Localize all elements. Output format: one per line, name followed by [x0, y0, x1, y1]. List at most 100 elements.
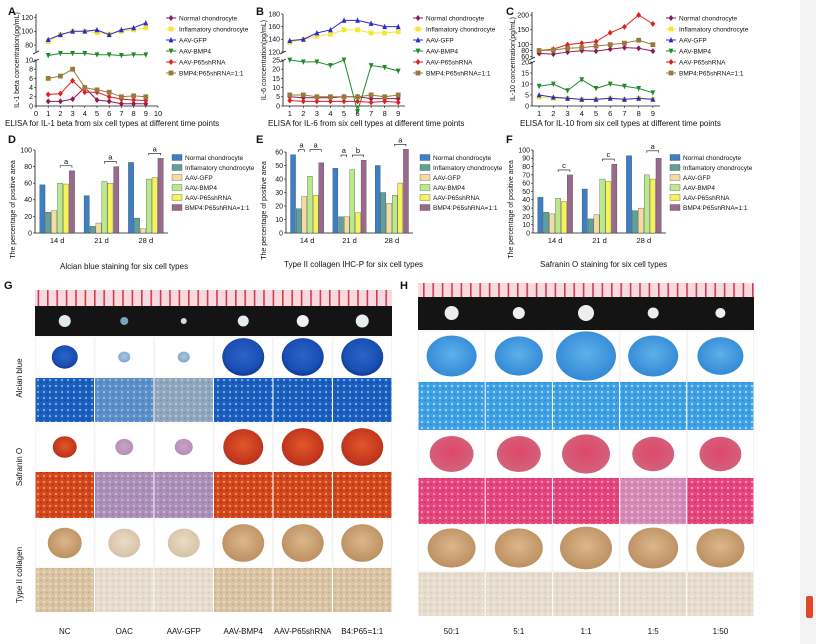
data-point	[287, 92, 293, 98]
micrograph-tile	[418, 572, 485, 616]
data-point	[622, 96, 627, 102]
bar	[140, 228, 146, 234]
legend-swatch	[171, 154, 183, 161]
data-point	[395, 92, 401, 98]
data-point	[565, 95, 570, 101]
y-axis-label: The percentage of positive area	[10, 160, 17, 259]
data-point	[314, 94, 320, 100]
legend-swatch	[669, 184, 681, 191]
cartilage-pellet	[296, 315, 309, 327]
bar	[638, 207, 644, 234]
data-point	[622, 23, 627, 30]
axis-break-mark	[528, 56, 536, 61]
legend-label: AAV-P65shRNA	[426, 59, 473, 66]
bar	[89, 226, 96, 234]
bar	[537, 197, 544, 234]
data-point	[536, 48, 542, 53]
column-label: OAC	[116, 627, 134, 636]
y-tick-label: 100	[517, 42, 529, 49]
x-tick-label: 21 d	[592, 236, 607, 245]
significance-label: a	[342, 146, 347, 155]
x-tick-label: 14 d	[548, 236, 563, 245]
legend: Normal chondrocyte Inflamatory chondrocyt…	[413, 15, 496, 77]
legend-label: AAV-GFP	[683, 175, 711, 182]
stained-pellet	[696, 528, 745, 568]
significance-bracket	[59, 165, 73, 168]
legend: Normal chondrocyte Inflamatory chondrocyt…	[171, 154, 255, 212]
micrograph-tile	[687, 572, 754, 616]
x-tick-label: 28 d	[637, 236, 652, 245]
data-point	[382, 30, 388, 36]
data-point	[106, 89, 112, 95]
x-tick-label: 7	[369, 109, 373, 118]
y-tick-label: 120	[268, 49, 280, 56]
x-tick-label: 4	[580, 109, 584, 118]
data-point	[328, 26, 333, 33]
y-tick-label: 60	[522, 181, 530, 188]
stained-pellet	[556, 331, 616, 381]
stained-pellet	[47, 527, 82, 559]
y-tick-label: 5	[276, 94, 280, 101]
micrograph-tile	[35, 378, 94, 422]
data-point	[579, 45, 585, 51]
micrograph-tile	[154, 472, 213, 518]
data-point	[106, 31, 112, 38]
legend-label: Normal chondrocyte	[426, 15, 485, 22]
data-point	[368, 63, 374, 69]
data-point	[395, 68, 401, 75]
y-tick-label: 40	[275, 176, 283, 183]
data-point	[94, 30, 100, 36]
data-point	[94, 87, 100, 93]
data-point	[650, 90, 656, 96]
panel-label-b: B	[256, 6, 264, 18]
column-label: B4:P65=1:1	[341, 627, 384, 636]
y-tick-label: 60	[521, 54, 529, 61]
column-label: 1:1	[580, 627, 592, 636]
micrograph-tile	[273, 472, 332, 518]
y-tick-label: 20	[275, 203, 283, 210]
bar	[113, 166, 120, 234]
legend-marker	[168, 37, 174, 43]
bar	[655, 158, 662, 234]
data-point	[70, 77, 75, 84]
data-point	[328, 98, 333, 105]
bar	[549, 213, 556, 234]
data-point	[45, 36, 51, 42]
stained-pellet	[632, 436, 675, 472]
y-tick-label: 200	[517, 12, 529, 19]
data-point	[45, 91, 51, 98]
bar	[632, 210, 638, 234]
data-point	[593, 96, 599, 102]
micrograph-tile	[95, 378, 154, 422]
legend-swatch	[171, 194, 183, 201]
legend-marker	[415, 48, 421, 54]
y-tick-label: 2	[29, 94, 33, 101]
data-point	[395, 99, 401, 106]
data-point	[341, 57, 347, 63]
axis-break-mark	[279, 58, 287, 63]
page-edge-tab[interactable]	[806, 596, 813, 618]
data-point	[607, 42, 613, 48]
data-point	[607, 46, 613, 53]
legend-label: AAV-GFP	[185, 175, 213, 182]
legend-label: Normal chondrocyte	[185, 155, 244, 162]
legend-swatch	[171, 184, 183, 191]
stained-pellet	[341, 338, 384, 376]
data-point	[131, 93, 136, 99]
legend-swatch	[171, 204, 183, 211]
legend-marker	[668, 48, 674, 54]
data-point	[650, 96, 656, 102]
legend-swatch	[419, 184, 431, 191]
stained-pellet	[167, 528, 200, 558]
legend-label: Normal chondrocyte	[683, 155, 742, 162]
column-label: 1:50	[713, 627, 729, 636]
data-point	[119, 26, 124, 33]
data-point	[368, 30, 374, 36]
y-tick-label: 180	[268, 11, 280, 18]
legend: Normal chondrocyte Inflamatory chondrocyt…	[666, 15, 749, 77]
data-point	[636, 86, 642, 92]
x-tick-label: 6	[107, 109, 111, 118]
data-point	[368, 20, 374, 26]
cartilage-pellet	[512, 307, 525, 319]
stained-pellet	[281, 524, 324, 562]
